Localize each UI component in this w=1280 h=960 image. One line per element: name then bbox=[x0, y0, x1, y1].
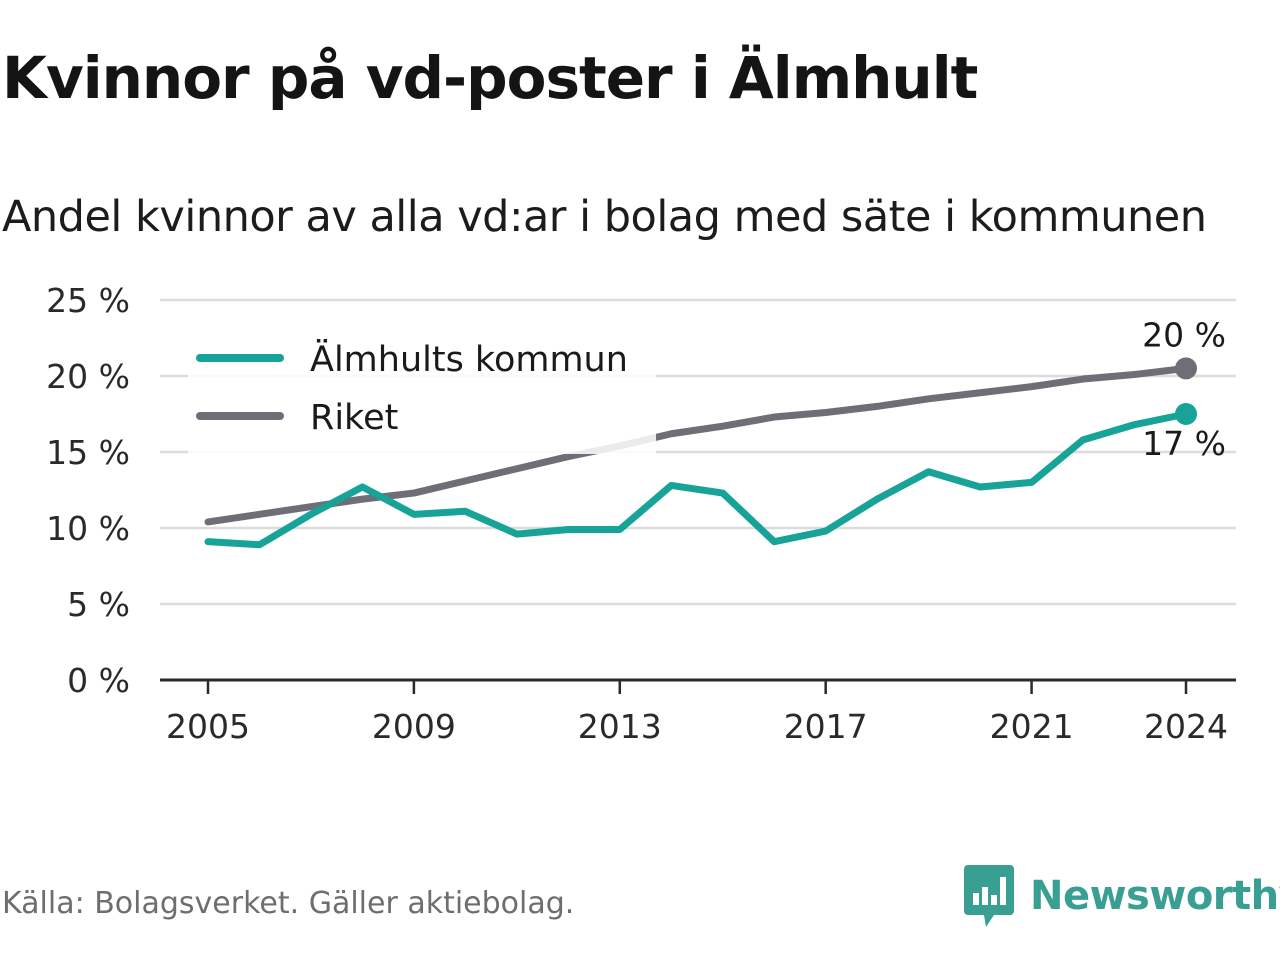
legend-label: Älmhults kommun bbox=[310, 338, 628, 380]
newsworthy-logo-icon bbox=[964, 865, 1014, 927]
x-tick-label: 2009 bbox=[372, 707, 456, 746]
x-tick-label: 2024 bbox=[1144, 707, 1228, 746]
y-tick-label: 0 % bbox=[67, 661, 130, 700]
series-end-marker bbox=[1175, 403, 1197, 425]
series-end-marker bbox=[1175, 357, 1197, 380]
y-tick-label: 5 % bbox=[67, 585, 130, 624]
y-tick-label: 20 % bbox=[46, 357, 130, 396]
legend-label: Riket bbox=[310, 398, 398, 438]
legend-box bbox=[188, 330, 656, 454]
chart-subtitle: Andel kvinnor av alla vd:ar i bolag med … bbox=[2, 192, 1207, 242]
y-tick-label: 15 % bbox=[46, 433, 130, 472]
series-end-label: 20 % bbox=[1142, 315, 1226, 354]
x-tick-label: 2017 bbox=[784, 707, 868, 746]
brand-name: Newsworthy bbox=[1030, 873, 1280, 919]
chart-title: Kvinnor på vd-poster i Älmhult bbox=[2, 44, 978, 112]
x-tick-label: 2005 bbox=[166, 707, 250, 746]
x-tick-label: 2021 bbox=[990, 707, 1074, 746]
series-line bbox=[204, 364, 1190, 526]
series-end-label: 17 % bbox=[1142, 424, 1226, 463]
brand-logo[interactable]: Newsworthy bbox=[964, 864, 1280, 928]
x-tick-label: 2013 bbox=[578, 707, 662, 746]
y-tick-label: 25 % bbox=[46, 281, 130, 320]
source-note: Källa: Bolagsverket. Gäller aktiebolag. bbox=[2, 886, 575, 921]
series-line bbox=[204, 410, 1190, 549]
y-tick-label: 10 % bbox=[46, 509, 130, 548]
